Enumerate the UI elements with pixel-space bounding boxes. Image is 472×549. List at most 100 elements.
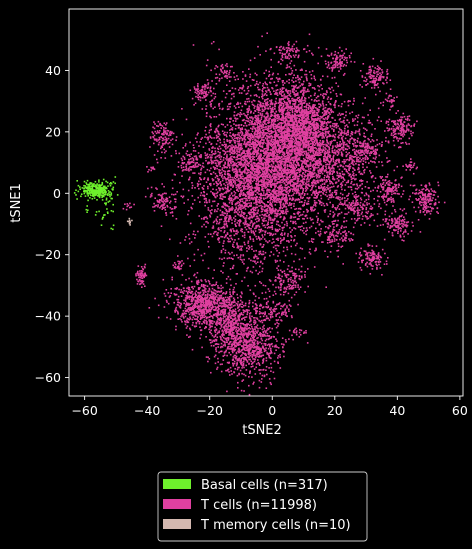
scatter-point bbox=[267, 223, 269, 226]
scatter-point bbox=[242, 186, 245, 188]
scatter-point bbox=[312, 190, 315, 192]
scatter-point bbox=[318, 202, 321, 205]
scatter-point bbox=[261, 219, 264, 221]
scatter-point bbox=[229, 198, 231, 200]
scatter-point bbox=[281, 212, 284, 215]
scatter-point bbox=[251, 134, 253, 136]
scatter-point bbox=[237, 158, 240, 160]
scatter-point bbox=[222, 107, 224, 110]
scatter-point bbox=[280, 198, 283, 200]
scatter-point bbox=[202, 194, 204, 197]
scatter-point bbox=[331, 110, 333, 112]
scatter-point bbox=[223, 150, 225, 152]
scatter-point bbox=[301, 229, 304, 232]
scatter-point bbox=[283, 138, 285, 141]
scatter-point bbox=[259, 174, 262, 177]
scatter-point bbox=[290, 137, 292, 140]
scatter-point bbox=[279, 202, 282, 205]
scatter-point bbox=[300, 83, 303, 85]
scatter-point bbox=[312, 222, 315, 224]
scatter-point bbox=[226, 173, 229, 176]
scatter-point bbox=[250, 134, 252, 136]
scatter-point bbox=[196, 272, 199, 274]
scatter-point bbox=[239, 132, 241, 134]
scatter-point bbox=[212, 200, 214, 203]
scatter-point bbox=[235, 232, 237, 235]
scatter-point bbox=[244, 220, 247, 222]
scatter-point bbox=[212, 227, 215, 229]
scatter-point bbox=[288, 120, 290, 122]
scatter-point bbox=[271, 154, 273, 157]
scatter-point bbox=[308, 226, 311, 229]
scatter-point bbox=[185, 118, 188, 121]
scatter-point bbox=[244, 185, 246, 188]
scatter-point bbox=[300, 174, 303, 177]
scatter-point bbox=[245, 124, 248, 127]
scatter-point bbox=[264, 105, 266, 108]
scatter-point bbox=[270, 198, 272, 200]
scatter-point bbox=[369, 140, 372, 143]
scatter-point bbox=[307, 268, 309, 270]
scatter-point bbox=[257, 45, 259, 48]
scatter-point bbox=[322, 155, 325, 158]
scatter-point bbox=[270, 196, 272, 199]
scatter-point bbox=[286, 222, 288, 225]
scatter-point bbox=[219, 194, 221, 196]
scatter-point bbox=[230, 135, 232, 138]
scatter-point bbox=[246, 149, 249, 152]
scatter-point bbox=[304, 145, 306, 148]
scatter-point bbox=[204, 236, 207, 238]
scatter-point bbox=[206, 201, 208, 204]
scatter-point bbox=[249, 235, 251, 238]
scatter-point bbox=[274, 190, 277, 193]
scatter-point bbox=[266, 190, 268, 192]
scatter-point bbox=[224, 207, 226, 210]
scatter-point bbox=[278, 98, 281, 100]
scatter-point bbox=[380, 102, 382, 104]
scatter-point bbox=[277, 139, 279, 142]
scatter-point bbox=[237, 297, 239, 299]
scatter-point bbox=[274, 155, 276, 157]
scatter-point bbox=[241, 205, 243, 207]
scatter-point bbox=[273, 143, 275, 146]
scatter-point bbox=[297, 188, 299, 190]
scatter-point bbox=[248, 165, 250, 167]
scatter-point bbox=[313, 139, 316, 142]
scatter-point bbox=[243, 263, 245, 265]
scatter-point bbox=[234, 87, 237, 90]
scatter-point bbox=[266, 137, 269, 139]
scatter-point bbox=[312, 192, 314, 194]
scatter-point bbox=[247, 186, 250, 189]
scatter-point bbox=[230, 125, 232, 127]
scatter-point bbox=[275, 194, 278, 197]
scatter-point bbox=[289, 153, 291, 155]
scatter-point bbox=[270, 178, 272, 180]
scatter-point bbox=[258, 129, 261, 131]
scatter-point bbox=[272, 153, 274, 156]
scatter-point bbox=[223, 220, 225, 223]
scatter-point bbox=[253, 137, 255, 139]
scatter-point bbox=[309, 189, 312, 192]
scatter-point bbox=[234, 140, 236, 142]
scatter-point bbox=[201, 137, 204, 139]
scatter-point bbox=[355, 202, 357, 205]
scatter-point bbox=[348, 121, 350, 124]
scatter-point bbox=[221, 226, 224, 229]
scatter-point bbox=[369, 71, 372, 73]
scatter-point bbox=[262, 284, 265, 287]
scatter-point bbox=[282, 197, 285, 199]
scatter-point bbox=[225, 220, 227, 223]
scatter-point bbox=[260, 282, 263, 284]
scatter-point bbox=[268, 155, 271, 157]
scatter-point bbox=[266, 169, 269, 171]
scatter-point bbox=[283, 154, 285, 157]
scatter-point bbox=[232, 207, 234, 210]
scatter-point bbox=[286, 172, 289, 175]
scatter-point bbox=[321, 151, 324, 153]
scatter-point bbox=[279, 216, 282, 219]
scatter-point bbox=[353, 138, 355, 140]
scatter-point bbox=[222, 248, 225, 250]
scatter-point bbox=[274, 148, 277, 151]
scatter-point bbox=[255, 163, 257, 165]
scatter-point bbox=[299, 152, 302, 155]
